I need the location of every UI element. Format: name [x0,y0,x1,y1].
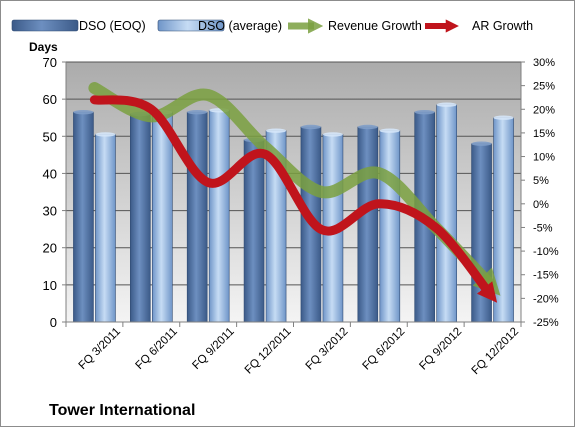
left-tick-label: 60 [43,92,57,107]
left-tick-label: 20 [43,241,57,256]
bar-cap [322,132,343,137]
bar-dso-average [379,130,401,323]
bar-cap [493,115,514,120]
right-tick-label: -20% [533,293,559,305]
bar-dso-average [208,109,230,323]
bar-dso-average [95,134,116,323]
right-tick-label: 10% [533,152,555,164]
left-tick-label: 0 [50,315,57,330]
bar-dso-average [436,104,457,323]
ar-growth-line [89,95,498,303]
left-tick-label: 30 [43,204,57,219]
bar-cap [436,102,457,107]
legend-label: AR Growth [472,19,533,33]
chart-title: Tower International [49,402,195,419]
left-tick-label: 40 [43,166,57,181]
right-tick-label: -15% [533,270,559,282]
bar-cap [379,128,400,133]
right-tick-label: 20% [533,104,555,116]
left-axis-title: Days [29,40,58,54]
left-tick-label: 10 [43,278,57,293]
bar-cap [266,128,287,133]
bar-cap [300,124,321,130]
right-tick-label: 15% [533,128,555,140]
legend-label: DSO (EOQ) [79,19,146,33]
bar-dso-eoq [243,139,265,323]
right-tick-label: -5% [533,222,553,234]
bar-cap [414,109,435,115]
legend-swatch-dso-average [157,19,225,32]
left-tick-label: 50 [43,129,57,144]
right-tick-label: -25% [533,317,559,329]
right-tick-label: 0% [533,199,549,211]
bar-dso-eoq [186,111,208,323]
bar-dso-average [152,111,173,323]
left-tick-label: 70 [43,55,57,70]
bar-cap [95,132,116,137]
bar-dso-eoq [357,126,379,323]
right-tick-label: 25% [533,81,555,93]
legend-label: DSO (average) [198,19,282,33]
bar-cap [73,109,94,115]
right-tick-label: 30% [533,57,555,69]
legend-swatch-dso-eoq [11,19,79,32]
bar-dso-eoq [130,113,151,323]
bar-cap [357,124,378,130]
bar-cap [471,141,492,146]
bar-dso-average [493,117,514,323]
right-tick-label: -10% [533,246,559,258]
bar-cap [187,109,208,115]
bar-dso-eoq [73,111,94,323]
legend-label: Revenue Growth [328,19,422,33]
right-tick-label: 5% [533,175,549,187]
